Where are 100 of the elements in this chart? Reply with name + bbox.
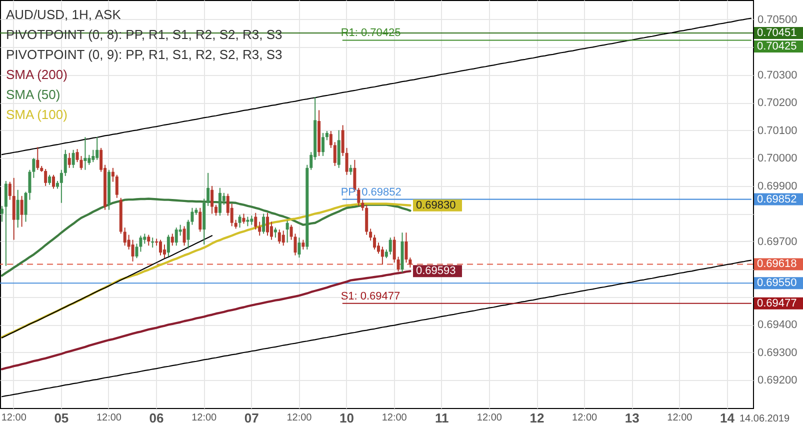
x-tick-label: 14 <box>720 410 736 426</box>
candlestick <box>170 233 174 246</box>
ref-line-label: 0.70451 <box>757 27 797 40</box>
candlestick <box>349 164 352 176</box>
candlestick <box>206 172 210 206</box>
y-tick-label: 0.70100 <box>758 124 798 137</box>
candlestick <box>92 149 95 163</box>
candlestick <box>151 237 154 248</box>
candlestick <box>174 227 178 246</box>
candlestick <box>298 237 301 258</box>
candlestick <box>44 168 48 186</box>
candlestick <box>392 236 396 264</box>
candlestick <box>333 142 336 166</box>
text: SMA (200) <box>6 67 68 82</box>
candlestick <box>282 230 285 246</box>
y-tick-label: 0.69300 <box>758 346 798 359</box>
candlestick <box>396 256 400 272</box>
text: AUD/USD, 1H, ASK <box>6 7 122 22</box>
y-tick-label: 0.69400 <box>758 319 798 332</box>
candlestick <box>246 216 250 227</box>
y-tick-label: 0.69900 <box>758 180 798 192</box>
candlestick <box>286 220 289 244</box>
candlestick <box>48 174 52 186</box>
x-tick-label: 12:00 <box>286 412 312 424</box>
text: SMA (100) <box>6 107 68 122</box>
x-tick-label: 06 <box>149 410 164 426</box>
series-label: S1: 0.69477 <box>340 290 400 302</box>
candlestick <box>258 221 262 236</box>
data-label: 0.70425 <box>757 40 797 53</box>
x-tick-label: 12:00 <box>476 412 502 424</box>
candlestick <box>270 221 273 240</box>
data-label: 0.69593 <box>416 265 456 278</box>
candlestick <box>147 234 150 246</box>
candlestick <box>8 181 12 200</box>
candlestick <box>96 136 99 160</box>
candlestick <box>166 234 170 257</box>
candlestick <box>32 157 36 178</box>
candlestick <box>182 226 186 246</box>
candlestick <box>12 177 16 240</box>
candlestick <box>373 234 376 250</box>
candlestick <box>278 229 281 244</box>
x-tick-label: 05 <box>54 410 69 426</box>
candlestick <box>214 204 218 216</box>
x-axis-title: 14.06.2019 <box>740 414 790 424</box>
candlestick <box>242 213 246 224</box>
candlestick <box>254 212 258 230</box>
candlestick <box>274 227 277 238</box>
data-label: 0.69852 <box>757 193 797 206</box>
candlestick <box>131 239 134 262</box>
candlestick <box>135 243 138 259</box>
candlestick <box>345 147 348 176</box>
candlestick <box>404 232 408 264</box>
ref-line-label: 0.69550 <box>757 277 797 290</box>
candlestick <box>88 154 91 166</box>
x-tick-label: 12:00 <box>382 412 408 424</box>
x-tick-label: 12:00 <box>96 412 122 424</box>
candlestick <box>16 189 20 228</box>
candlestick <box>290 224 293 240</box>
y-tick-label: 0.70000 <box>758 152 798 165</box>
candlestick <box>325 130 328 141</box>
candlestick <box>123 227 126 246</box>
candlestick <box>143 233 146 244</box>
annotation: PIVOTPOINT (0, 9): PP, R1, S1, R2, S2, R3, S3 <box>6 47 282 62</box>
candlestick <box>408 257 412 268</box>
candlestick <box>84 136 87 170</box>
candlestick <box>341 124 344 156</box>
candlestick <box>294 233 297 256</box>
candlestick <box>250 215 254 226</box>
x-tick-label: 07 <box>244 410 259 426</box>
x-tick-label: 12:00 <box>192 412 218 424</box>
candlestick <box>162 244 166 259</box>
y-tick-label: 0.69700 <box>758 236 798 248</box>
y-tick-label: 0.70200 <box>758 97 798 110</box>
candlestick <box>111 167 114 182</box>
candlestick <box>262 213 266 234</box>
x-tick-label: 12:00 <box>667 412 693 424</box>
candlestick <box>210 185 214 214</box>
text: SMA (50) <box>6 87 60 102</box>
data-label: 0.69477 <box>757 297 797 310</box>
candlestick <box>266 212 270 236</box>
candlestick <box>68 152 71 168</box>
candlestick <box>388 237 392 256</box>
candlestick <box>4 180 8 266</box>
candlestick <box>380 246 384 266</box>
candlestick <box>20 195 24 228</box>
x-tick-label: 13 <box>624 410 640 426</box>
candlestick <box>139 235 142 252</box>
candlestick <box>52 174 56 190</box>
candlestick <box>115 174 118 198</box>
candlestick <box>357 187 360 206</box>
data-label: 0.69830 <box>416 199 456 212</box>
candlestick <box>60 169 63 204</box>
candlestick <box>302 239 305 250</box>
candlestick <box>0 205 4 222</box>
candlestick <box>361 199 364 212</box>
candlestick <box>365 204 368 236</box>
candlestick <box>329 130 332 148</box>
candlestick <box>159 239 162 256</box>
x-tick-label: 12 <box>530 410 544 426</box>
x-tick-label: 12:00 <box>1 412 27 424</box>
